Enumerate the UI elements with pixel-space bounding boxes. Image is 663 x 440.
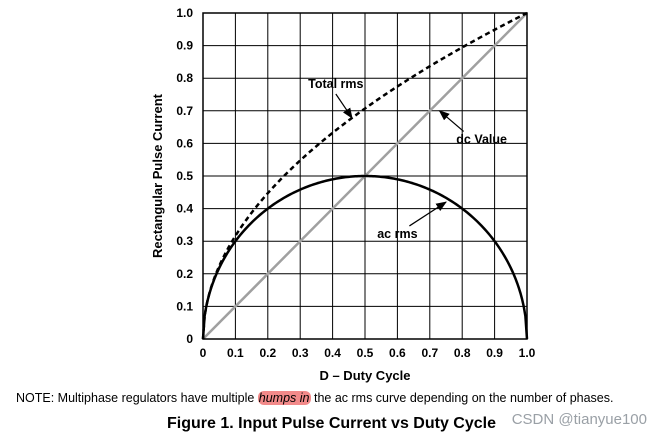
watermark: CSDN @tianyue100 [511, 411, 647, 428]
x-tick-label: 0.3 [292, 346, 309, 360]
x-tick-label: 0.4 [324, 346, 341, 360]
series-total-rms [201, 11, 528, 340]
note-prefix: NOTE: Multiphase regulators have multipl… [16, 391, 258, 405]
y-tick-label: 0.7 [176, 104, 193, 118]
tick-labels: 0 0.1 0.2 0.3 0.4 0.5 0.6 0.7 0.8 0.9 1.0 0 0.1 0.2 0.… [176, 6, 535, 360]
note-suffix: the ac rms curve depending on the number… [310, 391, 614, 405]
y-tick-label: 0.1 [176, 299, 193, 313]
chart-figure: 0 0.1 0.2 0.3 0.4 0.5 0.6 0.7 0.8 0.9 1.0 0 0.1 0.2 0.… [150, 6, 536, 383]
y-tick-label: 0.2 [176, 267, 193, 281]
y-axis-label: Rectangular Pulse Current [150, 93, 165, 258]
x-tick-label: 0.6 [389, 346, 406, 360]
annotation-label: dc Value [456, 132, 507, 146]
x-tick-label: 0 [200, 346, 207, 360]
x-tick-label: 0.5 [357, 346, 374, 360]
annotation-arrow [409, 201, 447, 227]
x-tick-label: 0.1 [227, 346, 244, 360]
annotation-label: Total rms [308, 77, 363, 91]
x-tick-label: 1.0 [519, 346, 536, 360]
y-tick-label: 1.0 [176, 6, 193, 20]
x-tick-label: 0.2 [259, 346, 276, 360]
annotation-arrow [438, 110, 465, 132]
y-tick-label: 0.9 [176, 39, 193, 53]
annotation-arrow [335, 93, 353, 119]
note-highlight: humps in [257, 391, 311, 405]
y-tick-label: 0.6 [176, 136, 193, 150]
x-tick-label: 0.9 [486, 346, 503, 360]
y-tick-label: 0 [186, 332, 193, 346]
figure-caption: Figure 1. Input Pulse Current vs Duty Cy… [167, 415, 496, 432]
annotations: Total rms dc Value ac rms [308, 77, 507, 241]
y-tick-label: 0.8 [176, 71, 193, 85]
x-axis-label: D – Duty Cycle [319, 368, 410, 383]
y-tick-label: 0.3 [176, 234, 193, 248]
series-lines [201, 11, 529, 340]
y-tick-label: 0.4 [176, 202, 193, 216]
plot-frame [202, 12, 528, 340]
figure-note: NOTE: Multiphase regulators have multipl… [16, 391, 613, 405]
annotation-label: ac rms [377, 227, 417, 241]
x-tick-label: 0.7 [421, 346, 438, 360]
y-tick-label: 0.5 [176, 169, 193, 183]
series-ac-rms [201, 174, 529, 340]
x-tick-label: 0.8 [454, 346, 471, 360]
